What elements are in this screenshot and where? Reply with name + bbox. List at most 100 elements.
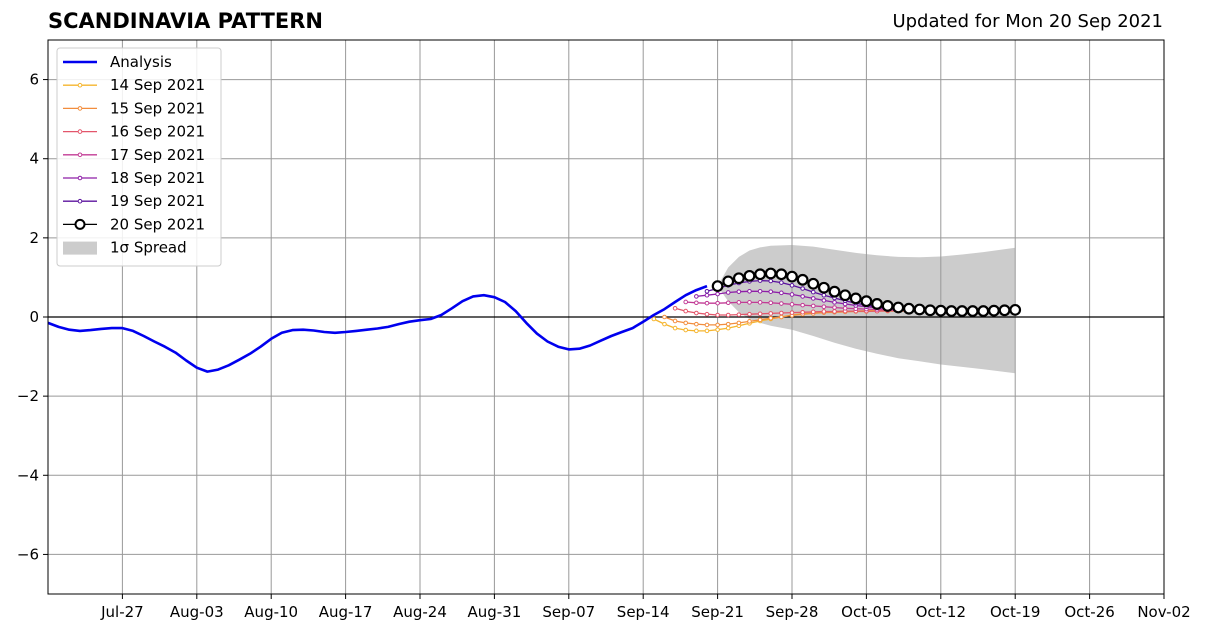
current-forecast-layer [711,267,1022,317]
forecast-point [715,322,720,328]
forecast-point [715,300,720,306]
forecast-point [800,302,805,308]
forecast-point [849,292,862,305]
legend-marker [77,175,83,181]
legend-marker [77,152,83,158]
forecast-point [789,292,795,297]
forecast-point [810,289,816,295]
forecast-point [725,312,731,318]
forecast-point [725,290,731,295]
forecast-point [683,320,689,326]
x-tick-label: Aug-03 [170,603,224,621]
forecast-point [779,310,784,316]
x-tick-label: Jul-27 [100,603,144,621]
legend-entry-label: 14 Sep 2021 [110,76,205,94]
x-tick-label: Oct-26 [1064,603,1114,621]
forecast-point [988,304,1000,317]
legend-marker [77,106,83,111]
forecast-point [768,300,774,306]
forecast-point [810,296,816,301]
forecast-point [810,303,816,309]
x-tick-label: Oct-05 [841,603,891,621]
forecast-point [800,286,805,291]
forecast-point [722,275,735,288]
legend-marker [77,82,83,88]
x-tick-label: Aug-24 [393,603,447,621]
forecast-point [821,309,827,314]
forecast-point [651,316,657,322]
forecast-point [821,304,827,310]
forecast-point [683,308,689,314]
forecast-point [768,278,774,284]
forecast-point [789,310,795,315]
forecast-point [779,290,784,296]
forecast-point [871,298,883,310]
forecast-point [956,305,968,317]
forecast-point [768,289,774,294]
chart-subtitle: Updated for Mon 20 Sep 2021 [892,11,1163,32]
forecast-point [892,301,905,314]
forecast-point [662,321,667,327]
forecast-point [757,317,763,323]
forecast-point [998,304,1011,317]
forecast-point [817,281,830,294]
forecast-point [977,305,990,317]
x-tick-label: Sep-07 [542,603,595,621]
x-tick-label: Aug-10 [244,603,298,621]
forecast-point [810,309,816,315]
forecast-point [683,327,689,333]
forecast-point [747,319,752,324]
grid-layer [48,40,1165,594]
legend-entry-label: 15 Sep 2021 [110,99,205,117]
forecast-point [754,268,767,281]
forecast-point [789,302,795,307]
chart-title: SCANDINAVIA PATTERN [48,9,323,33]
forecast-point [779,301,784,306]
forecast-point [807,277,820,290]
analysis-layer [47,284,708,373]
forecast-point [839,289,852,302]
legend: Analysis 14 Sep 2021 15 Sep 2021 16 Sep 202… [56,47,222,267]
forecast-point [732,272,745,285]
analysis-line [47,284,708,373]
forecast-point [672,325,678,331]
x-axis: Jul-27 Aug-03 Aug-10 Aug-17 Aug-24 Aug-31 Sep-… [100,594,1191,621]
forecast-point [779,314,784,320]
x-tick-label: Sep-14 [617,603,670,621]
forecast-point [736,312,742,317]
forecast-point [725,321,731,327]
forecast-point [715,327,720,332]
forecast-point [736,289,742,294]
forecast-point [786,270,798,283]
forecast-point [704,311,710,317]
forecast-point [704,292,710,298]
forecast-point [800,309,805,315]
forecast-point [821,292,827,298]
forecast-point [743,269,756,282]
forecast-point [832,305,837,310]
forecast-point [832,300,837,305]
forecast-point [704,300,710,306]
forecast-point [934,304,947,317]
forecast-point [704,322,710,328]
legend-marker [77,198,83,204]
x-tick-label: Nov-02 [1137,603,1190,621]
forecast-point [800,294,805,299]
forecast-point [736,320,742,326]
legend-box [56,47,222,267]
legend-entry-label: 20 Sep 2021 [110,215,205,233]
y-tick-label: −2 [17,387,39,405]
forecast-point [757,311,763,317]
forecast-point [842,305,848,311]
legend-entry-label: 1σ Spread [110,239,187,257]
forecast-point [796,273,809,286]
legend-entry-label: 16 Sep 2021 [110,123,205,141]
forecast-point [725,300,731,306]
forecast-point [747,311,752,317]
forecast-point [764,267,777,280]
forecast-point [694,300,699,306]
forecast-point [715,291,720,297]
forecast-point [768,315,774,321]
forecast-point [747,288,752,294]
